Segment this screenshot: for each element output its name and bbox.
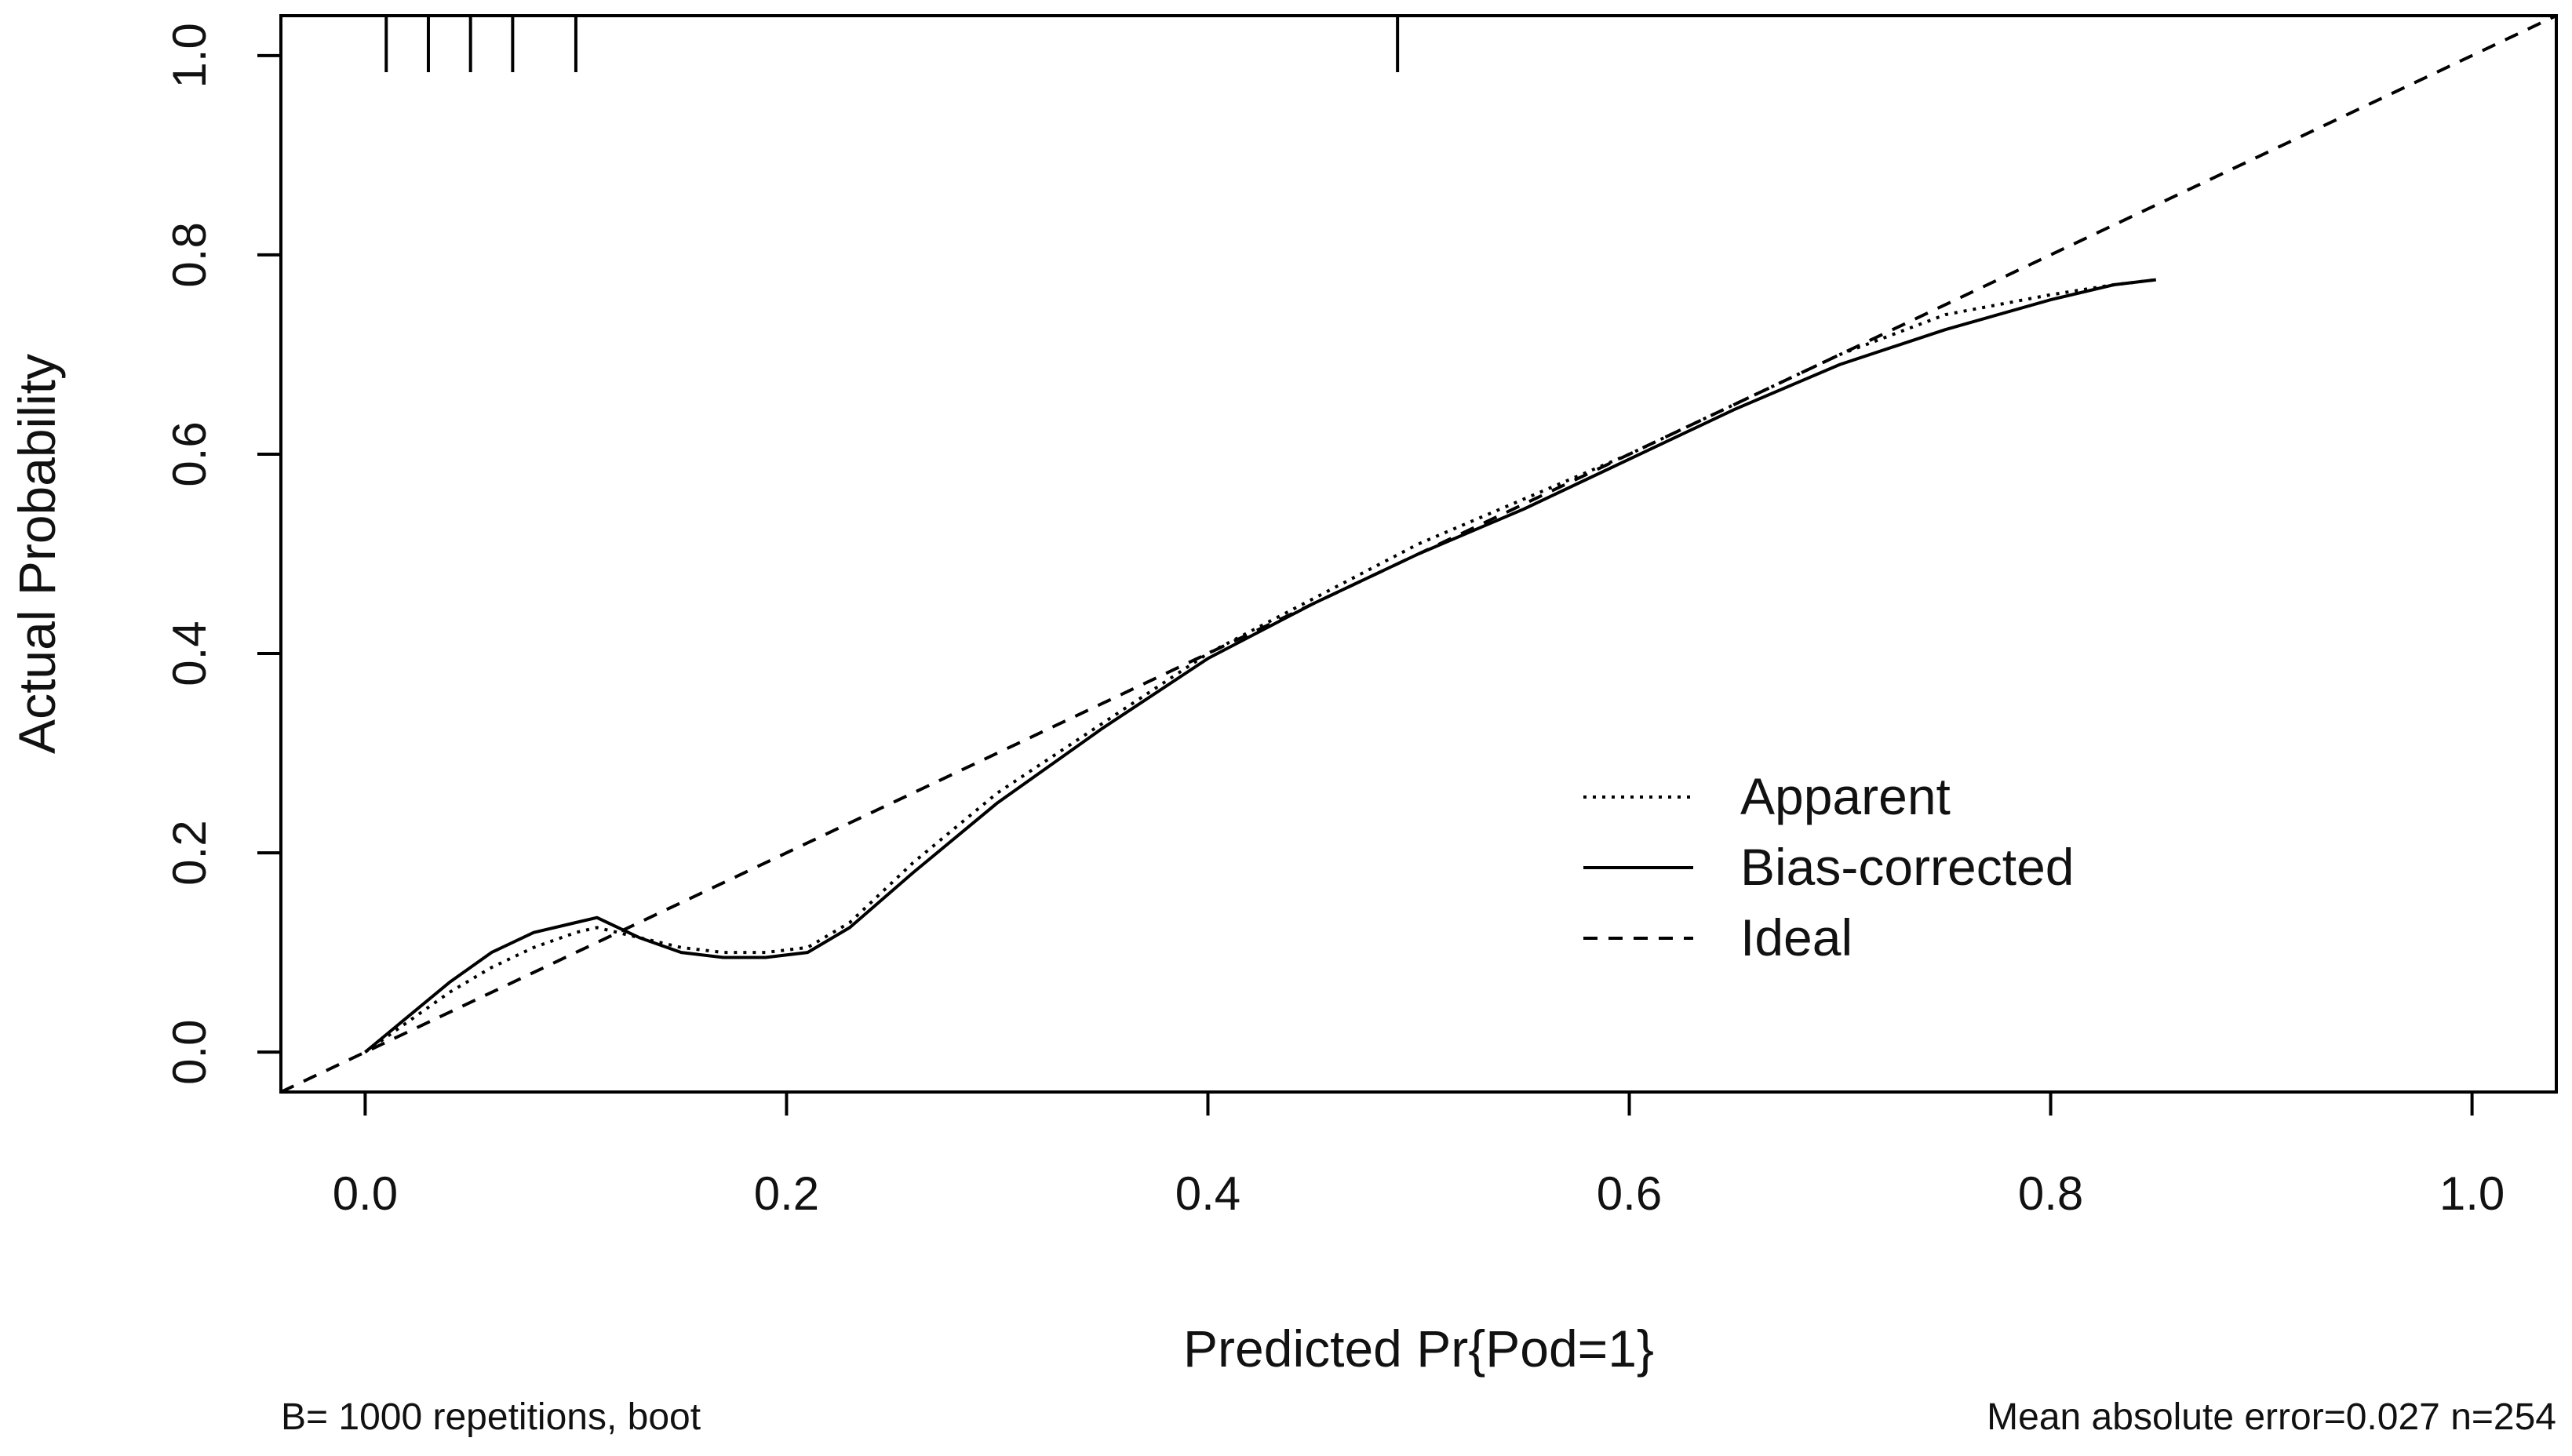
footnote-right: Mean absolute error=0.027 n=254 <box>1987 1396 2556 1438</box>
y-tick-label: 0.0 <box>163 1019 216 1084</box>
series-line-ideal <box>280 14 2557 1094</box>
y-axis: 0.0 0.2 0.4 0.6 0.8 1.0 <box>163 23 281 1085</box>
y-tick-label: 0.6 <box>163 421 216 486</box>
x-axis-label: Predicted Pr{Pod=1} <box>1183 1320 1654 1378</box>
series-lines <box>280 14 2557 1094</box>
series-line-apparent <box>364 278 2157 1054</box>
legend-label-apparent: Apparent <box>1740 767 1951 825</box>
x-tick-label: 0.0 <box>333 1167 398 1220</box>
y-tick-label: 0.8 <box>163 222 216 287</box>
x-tick-label: 0.8 <box>2018 1167 2083 1220</box>
x-tick-label: 0.2 <box>754 1167 819 1220</box>
legend: Apparent Bias-corrected Ideal <box>1583 767 2075 966</box>
x-axis: 0.0 0.2 0.4 0.6 0.8 1.0 <box>333 1092 2505 1220</box>
x-tick-label: 0.4 <box>1175 1167 1240 1220</box>
rug-marks <box>384 16 1400 72</box>
legend-label-bias-corrected: Bias-corrected <box>1740 838 2075 896</box>
legend-label-ideal: Ideal <box>1740 908 1852 966</box>
y-tick-label: 1.0 <box>163 23 216 88</box>
y-axis-label: Actual Probability <box>8 354 66 754</box>
x-tick-label: 1.0 <box>2439 1167 2505 1220</box>
series-line-bias-corrected <box>364 278 2157 1054</box>
y-tick-label: 0.4 <box>163 621 216 686</box>
footnote-left: B= 1000 repetitions, boot <box>281 1396 701 1438</box>
y-tick-label: 0.2 <box>163 820 216 885</box>
plot-frame <box>279 14 2558 1094</box>
x-tick-label: 0.6 <box>1597 1167 1662 1220</box>
